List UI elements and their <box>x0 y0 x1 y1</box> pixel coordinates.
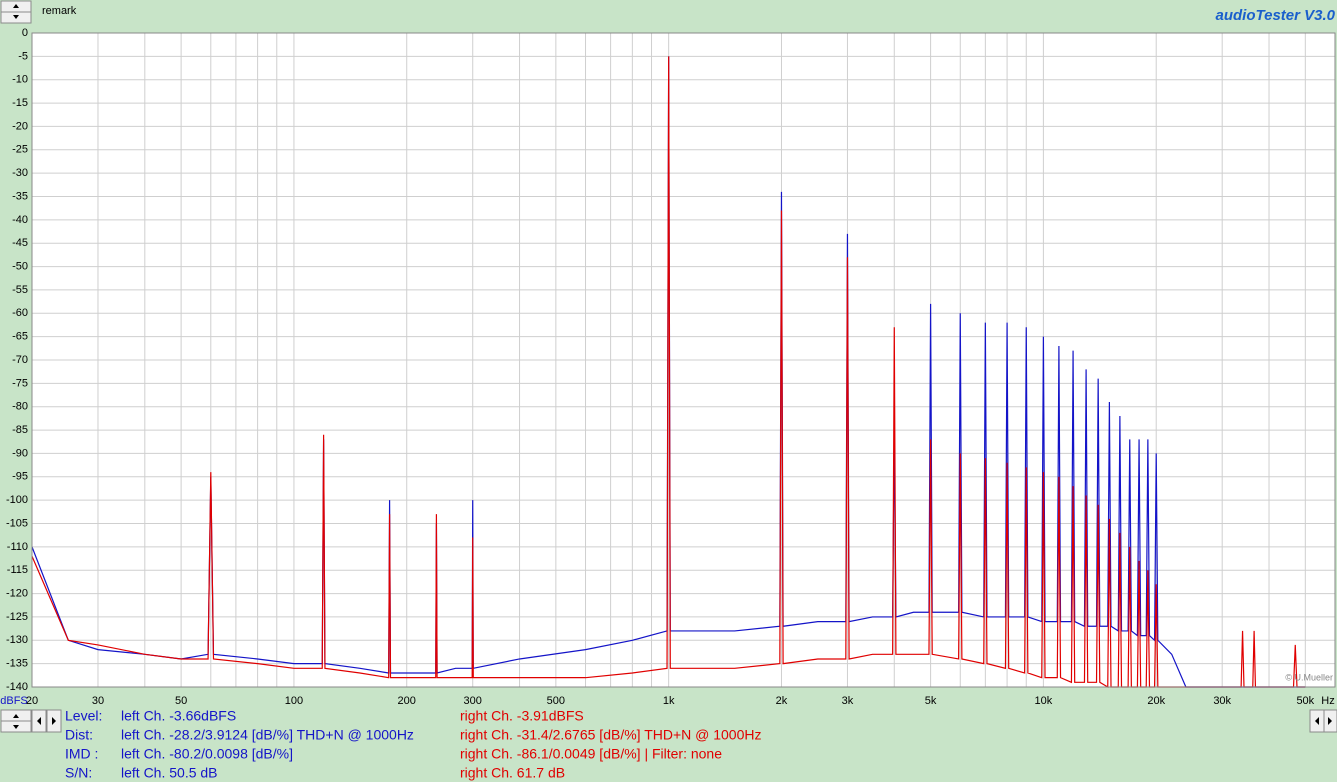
measurement-label: Dist: <box>65 727 93 743</box>
y-tick-label: -120 <box>6 587 28 599</box>
x-tick-label: 500 <box>547 695 565 707</box>
traces <box>31 56 1306 689</box>
y-tick-label: -40 <box>12 214 28 226</box>
right-channel-value: right Ch. -86.1/0.0049 [dB/%] | Filter: … <box>460 746 722 762</box>
x-tick-label: 10k <box>1035 695 1053 707</box>
left-channel-value: left Ch. -3.66dBFS <box>121 708 236 724</box>
measurements: Level: left Ch. -3.66dBFS right Ch. -3.91d… <box>65 708 762 781</box>
y-tick-label: -30 <box>12 167 28 179</box>
y-tick-label: -130 <box>6 634 28 646</box>
y-tick-label: -105 <box>6 517 28 529</box>
x-axis-unit: Hz <box>1321 695 1334 707</box>
left-channel-value: left Ch. -28.2/3.9124 [dB/%] THD+N @ 100… <box>121 727 414 743</box>
y-tick-label: -50 <box>12 260 28 272</box>
y-tick-label: -135 <box>6 658 28 670</box>
x-tick-label: 2k <box>776 695 788 707</box>
y-tick-label: 0 <box>22 27 28 39</box>
y-tick-label: -80 <box>12 401 28 413</box>
x-tick-label: 50k <box>1296 695 1314 707</box>
y-tick-label: -55 <box>12 284 28 296</box>
measurement-label: S/N: <box>65 765 92 781</box>
y-tick-label: -5 <box>18 50 28 62</box>
x-tick-label: 100 <box>285 695 303 707</box>
y-tick-label: -125 <box>6 611 28 623</box>
y-tick-label: -90 <box>12 447 28 459</box>
bottom-spinner[interactable] <box>0 709 1337 733</box>
y-tick-label: -85 <box>12 424 28 436</box>
y-axis-unit: dBFS <box>0 695 28 707</box>
right-channel-value: right Ch. -31.4/2.6765 [dB/%] THD+N @ 10… <box>460 727 762 743</box>
right-channel-value: right Ch. -3.91dBFS <box>460 708 584 724</box>
spectrum-trace <box>31 56 1306 689</box>
right-channel-value: right Ch. 61.7 dB <box>460 765 565 781</box>
y-tick-label: -60 <box>12 307 28 319</box>
left-channel-value: left Ch. 50.5 dB <box>121 765 218 781</box>
y-tick-label: -20 <box>12 120 28 132</box>
y-tick-label: -140 <box>6 681 28 693</box>
app-title: audioTester V3.0 <box>1216 7 1336 24</box>
x-tick-label: 20k <box>1147 695 1165 707</box>
x-tick-label: 3k <box>842 695 854 707</box>
left-channel-value: left Ch. -80.2/0.0098 [dB/%] <box>121 746 293 762</box>
y-tick-label: -25 <box>12 144 28 156</box>
plot-border <box>31 32 1336 688</box>
y-tick-label: -10 <box>12 74 28 86</box>
y-tick-label: -70 <box>12 354 28 366</box>
y-tick-label: -110 <box>7 541 28 553</box>
measurement-label: Level: <box>65 708 102 724</box>
y-tick-label: -115 <box>7 564 28 576</box>
y-tick-label: -65 <box>12 331 28 343</box>
x-tick-label: 30k <box>1213 695 1231 707</box>
y-tick-label: -75 <box>12 377 28 389</box>
spin-arrows <box>13 4 19 19</box>
x-tick-label: 30 <box>92 695 104 707</box>
y-tick-label: -100 <box>6 494 28 506</box>
x-tick-label: 300 <box>464 695 482 707</box>
remark: remark <box>42 5 77 17</box>
x-tick-label: 1k <box>663 695 675 707</box>
copyright: © U.Mueller <box>1285 672 1333 682</box>
x-tick-label: 20 <box>26 695 38 707</box>
x-tick-label: 5k <box>925 695 937 707</box>
top-spinner[interactable] <box>0 0 32 24</box>
y-tick-label: -45 <box>12 237 28 249</box>
y-tick-label: -15 <box>12 97 28 109</box>
x-tick-label: 200 <box>398 695 416 707</box>
x-tick-label: 50 <box>175 695 187 707</box>
measurement-label: IMD : <box>65 746 98 762</box>
y-tick-label: -35 <box>12 190 28 202</box>
y-tick-label: -95 <box>12 471 28 483</box>
